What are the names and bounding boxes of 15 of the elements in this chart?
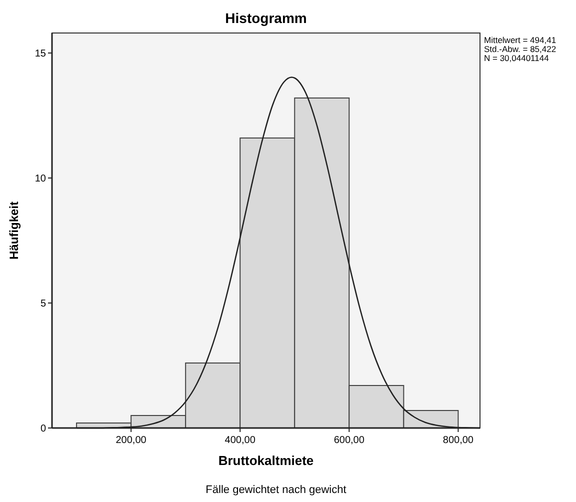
x-tick-label: 200,00 bbox=[116, 435, 147, 446]
text: Mittelwert = 494,41 bbox=[484, 35, 556, 45]
y-tick-label: 0 bbox=[40, 424, 46, 434]
y-axis-title: Häufigkeit bbox=[7, 201, 21, 260]
text: Fälle gewichtet nach gewicht bbox=[206, 484, 346, 496]
x-axis-title: Bruttokaltmiete bbox=[218, 453, 314, 468]
x-tick-label: 800,00 bbox=[442, 435, 474, 446]
y-tick-label: 5 bbox=[40, 298, 46, 310]
y-tick-label: 15 bbox=[34, 48, 46, 60]
text: Std.-Abw. = 85,422 bbox=[484, 44, 556, 54]
x-tick-label: 400,00 bbox=[224, 435, 256, 446]
x-tick-label: 600,00 bbox=[334, 435, 365, 446]
chart-title: Histogramm bbox=[225, 10, 307, 26]
y-tick-label: 10 bbox=[34, 174, 46, 184]
text: N = 30,04401144 bbox=[484, 53, 550, 63]
